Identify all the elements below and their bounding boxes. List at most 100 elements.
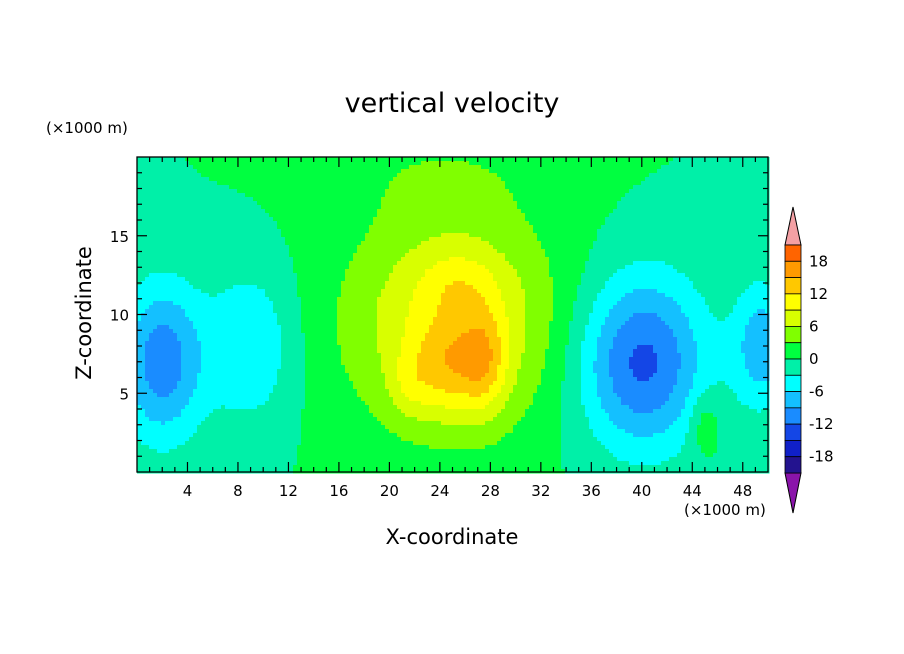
field-cell	[213, 289, 218, 294]
field-cell	[333, 289, 338, 294]
field-cell	[317, 441, 322, 446]
field-cell	[321, 305, 326, 310]
field-cell	[189, 285, 194, 290]
field-cell	[349, 437, 354, 442]
field-cell	[229, 421, 234, 426]
field-cell	[297, 441, 302, 446]
field-cell	[289, 397, 294, 402]
field-cell	[189, 333, 194, 338]
field-cell	[325, 165, 330, 170]
field-cell	[341, 421, 346, 426]
field-cell	[329, 333, 334, 338]
field-cell	[333, 441, 338, 446]
field-cell	[157, 253, 162, 258]
field-cell	[257, 393, 262, 398]
field-cell	[333, 241, 338, 246]
field-cell	[209, 305, 214, 310]
field-cell	[381, 465, 386, 470]
field-cell	[253, 421, 258, 426]
field-cell	[285, 341, 290, 346]
field-cell	[169, 389, 174, 394]
field-cell	[341, 377, 346, 382]
field-cell	[225, 277, 230, 282]
field-cell	[321, 281, 326, 286]
field-cell	[205, 265, 210, 270]
field-cell	[137, 197, 142, 202]
field-cell	[261, 257, 266, 262]
field-cell	[153, 405, 158, 410]
field-cell	[357, 185, 362, 190]
field-cell	[321, 273, 326, 278]
field-cell	[173, 245, 178, 250]
field-cell	[261, 349, 266, 354]
field-cell	[217, 337, 222, 342]
field-cell	[321, 261, 326, 266]
field-cell	[137, 293, 142, 298]
field-cell	[189, 441, 194, 446]
y-axis-unit-label: (×1000 m)	[46, 119, 128, 137]
field-cell	[345, 193, 350, 198]
field-cell	[353, 329, 358, 334]
field-cell	[345, 313, 350, 318]
field-cell	[269, 465, 274, 470]
field-cell	[313, 437, 318, 442]
field-cell	[365, 173, 370, 178]
field-cell	[257, 337, 262, 342]
field-cell	[333, 329, 338, 334]
field-cell	[209, 377, 214, 382]
field-cell	[341, 369, 346, 374]
field-cell	[137, 253, 142, 258]
field-cell	[217, 173, 222, 178]
field-cell	[197, 201, 202, 206]
field-cell	[141, 413, 146, 418]
field-cell	[157, 325, 162, 330]
field-cell	[277, 249, 282, 254]
field-cell	[381, 197, 386, 202]
field-cell	[277, 325, 282, 330]
field-cell	[261, 281, 266, 286]
field-cell	[165, 461, 170, 466]
field-cell	[361, 341, 366, 346]
field-cell	[205, 161, 210, 166]
field-cell	[137, 445, 142, 450]
field-cell	[301, 205, 306, 210]
field-cell	[325, 465, 330, 470]
field-cell	[281, 241, 286, 246]
field-cell	[233, 365, 238, 370]
field-cell	[141, 257, 146, 262]
field-cell	[165, 257, 170, 262]
field-cell	[169, 269, 174, 274]
field-cell	[341, 261, 346, 266]
field-cell	[285, 365, 290, 370]
field-cell	[301, 181, 306, 186]
field-cell	[309, 189, 314, 194]
field-cell	[321, 345, 326, 350]
field-cell	[165, 317, 170, 322]
field-cell	[181, 277, 186, 282]
field-cell	[309, 397, 314, 402]
field-cell	[189, 297, 194, 302]
field-cell	[225, 173, 230, 178]
field-cell	[277, 385, 282, 390]
field-cell	[197, 245, 202, 250]
field-cell	[157, 365, 162, 370]
field-cell	[201, 273, 206, 278]
field-cell	[197, 449, 202, 454]
field-cell	[253, 289, 258, 294]
field-cell	[277, 233, 282, 238]
field-cell	[337, 365, 342, 370]
field-cell	[197, 161, 202, 166]
field-cell	[341, 373, 346, 378]
field-cell	[265, 213, 270, 218]
field-cell	[293, 341, 298, 346]
field-cell	[321, 369, 326, 374]
field-cell	[181, 345, 186, 350]
field-cell	[209, 389, 214, 394]
field-cell	[341, 397, 346, 402]
field-cell	[261, 357, 266, 362]
field-cell	[213, 205, 218, 210]
field-cell	[213, 221, 218, 226]
field-cell	[361, 161, 366, 166]
field-cell	[189, 433, 194, 438]
field-cell	[313, 453, 318, 458]
